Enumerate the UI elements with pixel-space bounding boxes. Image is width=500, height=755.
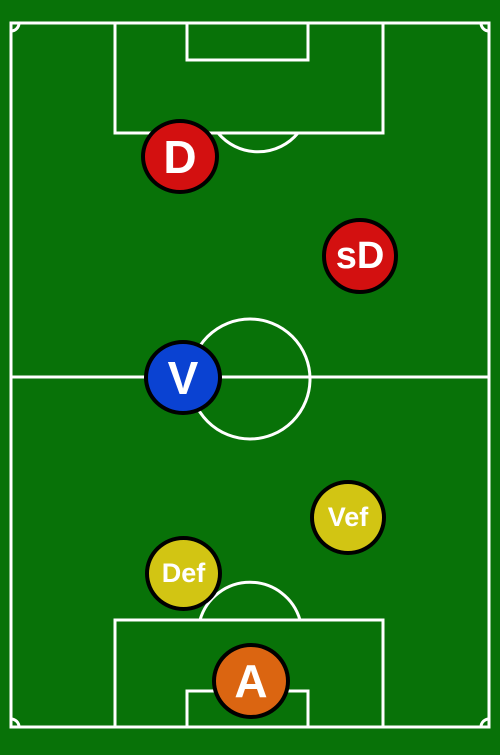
top-penalty-arc	[216, 132, 300, 154]
player-label-a: A	[234, 655, 268, 707]
player-label-sd: sD	[335, 235, 385, 277]
bottom-penalty-arc	[198, 580, 302, 621]
player-label-vef: Vef	[327, 502, 369, 532]
player-marker-d[interactable]: D	[141, 119, 219, 194]
player-marker-vef[interactable]: Vef	[310, 480, 386, 555]
player-label-v: V	[167, 351, 199, 404]
player-marker-a[interactable]: A	[212, 643, 290, 719]
corner-arc-top-right	[479, 22, 490, 33]
corner-arc-top-left	[10, 22, 21, 33]
player-marker-sd[interactable]: sD	[322, 218, 398, 294]
top-goal-box	[185, 21, 310, 62]
corner-arc-bottom-left	[10, 717, 21, 728]
corner-arc-bottom-right	[479, 717, 490, 728]
player-marker-v[interactable]: V	[144, 340, 222, 415]
player-label-def: Def	[161, 558, 206, 588]
player-label-d: D	[163, 130, 197, 183]
player-marker-def[interactable]: Def	[145, 536, 222, 611]
